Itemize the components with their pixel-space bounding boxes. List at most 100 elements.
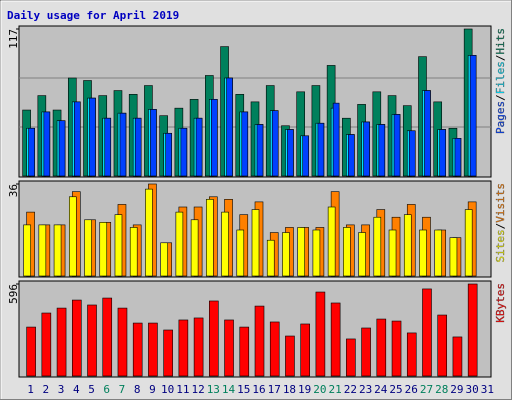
- bar: [73, 101, 81, 177]
- bar: [256, 124, 264, 177]
- x-tick-label: 22: [344, 383, 357, 396]
- bar: [300, 323, 310, 377]
- bar: [437, 314, 448, 377]
- legend: Sites/Visits: [494, 183, 507, 263]
- bar: [56, 307, 67, 377]
- bar: [114, 214, 123, 277]
- bar: [449, 237, 458, 277]
- bar: [211, 99, 218, 177]
- y-tick-label: 117: [7, 29, 20, 49]
- bar: [346, 338, 356, 377]
- x-tick-label: 20: [313, 383, 326, 396]
- bar: [163, 329, 173, 377]
- bar: [269, 321, 280, 377]
- bar: [239, 326, 250, 377]
- bar: [145, 188, 153, 277]
- legend-entry: Visits: [494, 183, 507, 223]
- bar: [53, 224, 62, 277]
- bar: [134, 117, 142, 177]
- bar: [254, 305, 265, 377]
- bar: [358, 232, 366, 277]
- x-tick-label: 1: [27, 383, 34, 396]
- bar: [388, 229, 397, 277]
- bar: [464, 209, 473, 277]
- bar: [282, 232, 290, 277]
- bar: [469, 55, 477, 177]
- legend-separator: /: [494, 55, 507, 62]
- bar: [148, 322, 158, 377]
- bar: [376, 318, 387, 377]
- bar: [406, 332, 417, 377]
- bar: [84, 219, 92, 277]
- x-tick-label: 16: [252, 383, 265, 396]
- bar: [178, 319, 189, 377]
- bar: [41, 312, 52, 377]
- x-tick-label: 27: [420, 383, 433, 396]
- x-tick-label: 7: [119, 383, 126, 396]
- x-tick-label: 9: [149, 383, 156, 396]
- bar: [23, 224, 31, 277]
- y-tick-label: 596: [7, 284, 20, 304]
- bar: [28, 127, 35, 177]
- legend-entry: KBytes: [494, 283, 507, 323]
- x-tick-label: 14: [222, 383, 236, 396]
- bar: [43, 111, 51, 177]
- x-tick-label: 28: [435, 383, 448, 396]
- bar: [424, 90, 431, 177]
- bar: [271, 110, 279, 177]
- bar: [221, 211, 229, 277]
- bar: [119, 112, 127, 177]
- bar: [330, 302, 341, 377]
- bar: [102, 297, 113, 377]
- x-tick-label: 4: [73, 383, 80, 396]
- bar: [439, 129, 447, 177]
- bar: [332, 102, 340, 177]
- x-tick-label: 2: [43, 383, 50, 396]
- bar: [287, 129, 294, 177]
- bar: [190, 219, 199, 277]
- bar: [38, 224, 47, 277]
- bar: [391, 320, 402, 377]
- bar: [165, 132, 172, 177]
- bar: [285, 335, 295, 377]
- x-tick-label: 31: [481, 383, 494, 396]
- bar: [236, 229, 245, 277]
- bar: [434, 229, 443, 277]
- x-tick-label: 10: [161, 383, 174, 396]
- bar: [403, 214, 412, 277]
- bar: [129, 227, 138, 277]
- x-tick-label: 8: [134, 383, 141, 396]
- bar: [373, 216, 382, 277]
- x-tick-label: 13: [207, 383, 220, 396]
- bar: [312, 229, 321, 277]
- bar: [361, 327, 371, 377]
- bar: [224, 319, 234, 377]
- bar: [348, 134, 355, 177]
- bar: [193, 317, 204, 377]
- legend: Pages/Files/Hits: [494, 28, 507, 134]
- x-tick-label: 12: [191, 383, 204, 396]
- bar: [160, 242, 168, 277]
- bar: [117, 307, 128, 377]
- chart-title: Daily usage for April 2019: [7, 9, 179, 22]
- bar: [266, 239, 275, 277]
- bar: [209, 300, 219, 377]
- bar: [251, 209, 260, 277]
- bar: [408, 130, 416, 177]
- bar: [241, 111, 249, 177]
- legend: KBytes: [494, 283, 507, 323]
- bar: [317, 122, 325, 177]
- bar: [99, 222, 108, 277]
- bar: [58, 120, 66, 177]
- bar: [419, 229, 427, 277]
- legend-separator: /: [494, 94, 507, 101]
- x-tick-label: 26: [405, 383, 418, 396]
- bar: [393, 114, 401, 177]
- x-tick-label: 17: [268, 383, 281, 396]
- bar: [68, 196, 77, 277]
- bar: [315, 291, 326, 377]
- legend-entry: Files: [494, 61, 507, 94]
- bar: [195, 117, 203, 177]
- bar: [175, 211, 184, 277]
